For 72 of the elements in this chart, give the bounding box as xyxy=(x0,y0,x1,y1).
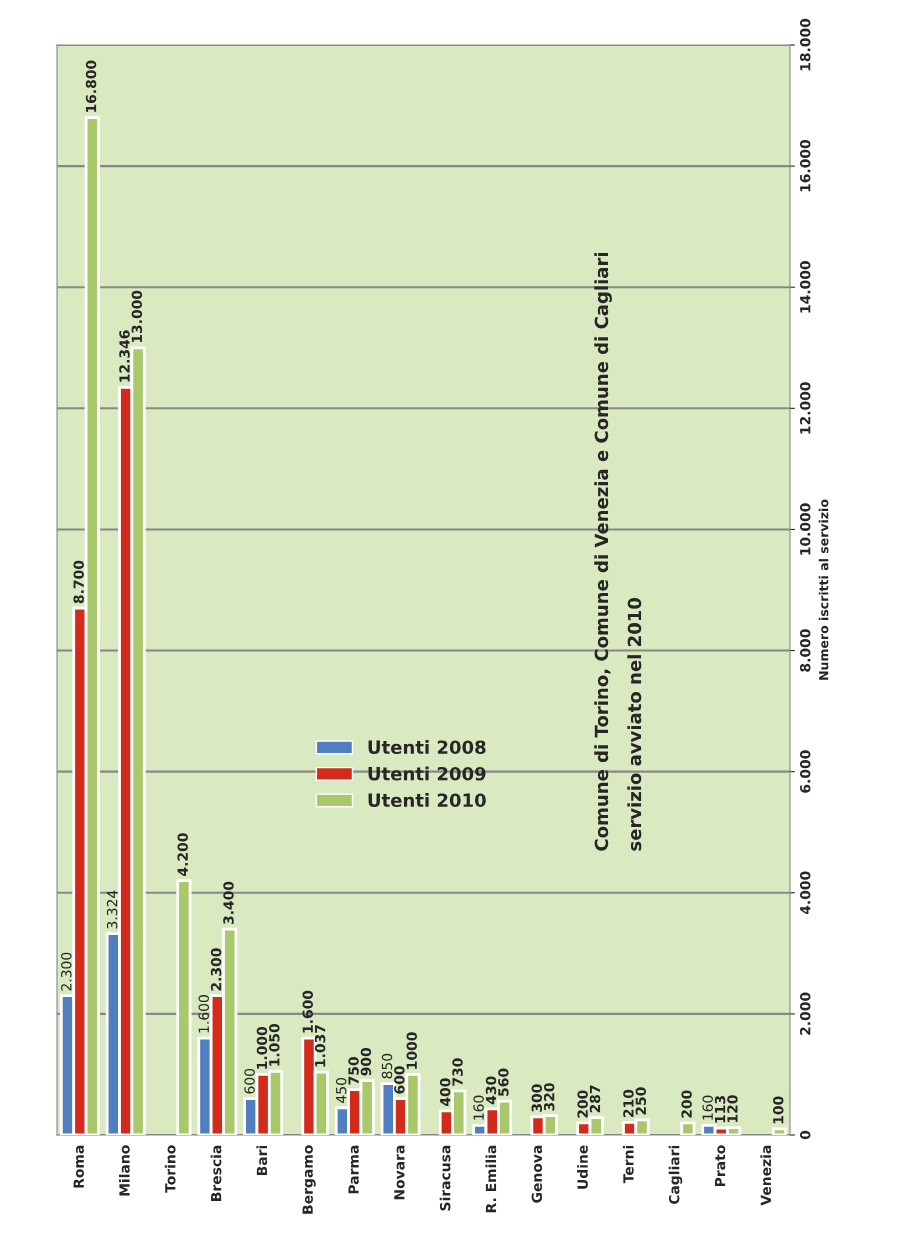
data-label: 3.324 xyxy=(106,890,118,929)
x-tick-label: R. Emilia xyxy=(485,1145,497,1213)
y-axis-title: Numero iscritti al servizio xyxy=(818,499,829,680)
y-tick-label: 12.000 xyxy=(799,382,811,434)
data-label: 250 xyxy=(635,1087,647,1115)
data-label: 1000 xyxy=(406,1032,417,1069)
data-label: 113 xyxy=(714,1096,726,1123)
data-label: 1.600 xyxy=(302,990,313,1033)
y-tick-label: 2.000 xyxy=(799,992,811,1035)
y-tick-label: 0 xyxy=(799,1130,811,1140)
x-tick-label: Cagliari xyxy=(668,1145,683,1205)
data-label: 100 xyxy=(772,1096,784,1124)
data-label: 1.050 xyxy=(269,1023,280,1066)
data-label: 600 xyxy=(394,1066,405,1094)
x-tick-label: Udine xyxy=(577,1145,588,1189)
y-tick-label: 8.000 xyxy=(799,629,811,672)
data-label: 2.300 xyxy=(210,948,222,991)
data-label: 430 xyxy=(485,1076,497,1105)
data-label: 320 xyxy=(543,1083,555,1111)
x-tick-label: Venezia xyxy=(760,1145,772,1206)
data-label: 200 xyxy=(681,1090,692,1118)
data-label: 160 xyxy=(702,1095,713,1120)
x-tick-label: Brescia xyxy=(210,1145,222,1201)
bar xyxy=(680,1121,696,1135)
data-label: 450 xyxy=(335,1078,347,1103)
y-tick-label: 6.000 xyxy=(799,750,811,793)
x-tick-label: Terni xyxy=(622,1145,634,1184)
y-tick-label: 16.000 xyxy=(799,139,811,192)
x-tick-label: Parma xyxy=(348,1145,359,1194)
data-label: 1.000 xyxy=(256,1027,268,1069)
x-tick-label: Roma xyxy=(73,1145,84,1188)
y-tick-label: 18.000 xyxy=(799,18,811,71)
x-tick-label: Prato xyxy=(714,1145,726,1187)
data-label: 2.300 xyxy=(61,952,72,991)
x-tick-label: Milano xyxy=(119,1145,130,1196)
data-label: 8.700 xyxy=(73,560,84,604)
x-tick-label: Siracusa xyxy=(439,1145,451,1211)
data-label: 560 xyxy=(498,1068,509,1096)
data-label: 730 xyxy=(452,1058,463,1086)
bar xyxy=(176,879,192,1135)
legend-label: Utenti 2008 xyxy=(368,740,486,755)
data-label: 400 xyxy=(439,1078,451,1106)
data-label: 13.000 xyxy=(131,290,143,343)
data-label: 3.400 xyxy=(223,881,234,925)
x-tick-label: Novara xyxy=(394,1145,405,1200)
data-label: 750 xyxy=(348,1057,359,1085)
annotation: servizio avviato nel 2010 xyxy=(627,597,642,851)
legend-label: Utenti 2010 xyxy=(368,793,486,808)
data-label: 1.037 xyxy=(314,1025,326,1067)
data-label: 120 xyxy=(727,1095,738,1122)
x-tick-label: Bari xyxy=(256,1145,268,1176)
data-label: 1.600 xyxy=(198,995,209,1033)
data-label: 160 xyxy=(473,1095,484,1120)
data-label: 200 xyxy=(577,1090,588,1118)
data-label: 900 xyxy=(360,1048,372,1076)
data-label: 300 xyxy=(531,1084,543,1112)
data-label: 287 xyxy=(589,1085,601,1113)
bar xyxy=(771,1127,788,1135)
data-label: 210 xyxy=(623,1089,634,1118)
legend-label: Utenti 2009 xyxy=(368,766,486,781)
y-tick-label: 4.000 xyxy=(799,871,811,915)
data-label: 12.346 xyxy=(119,330,130,382)
data-label: 600 xyxy=(244,1068,255,1094)
y-tick-label: 14.000 xyxy=(799,261,811,313)
data-label: 850 xyxy=(381,1053,393,1079)
y-tick-label: 10.000 xyxy=(799,503,811,555)
x-tick-label: Bergamo xyxy=(302,1145,316,1214)
data-label: 4.200 xyxy=(177,833,188,876)
x-tick-label: Torino xyxy=(164,1145,176,1193)
x-tick-label: Genova xyxy=(531,1145,543,1203)
annotation: Comune di Torino, Comune di Venezia e Comune di Cagliari xyxy=(594,252,612,851)
data-label: 16.800 xyxy=(85,60,97,112)
